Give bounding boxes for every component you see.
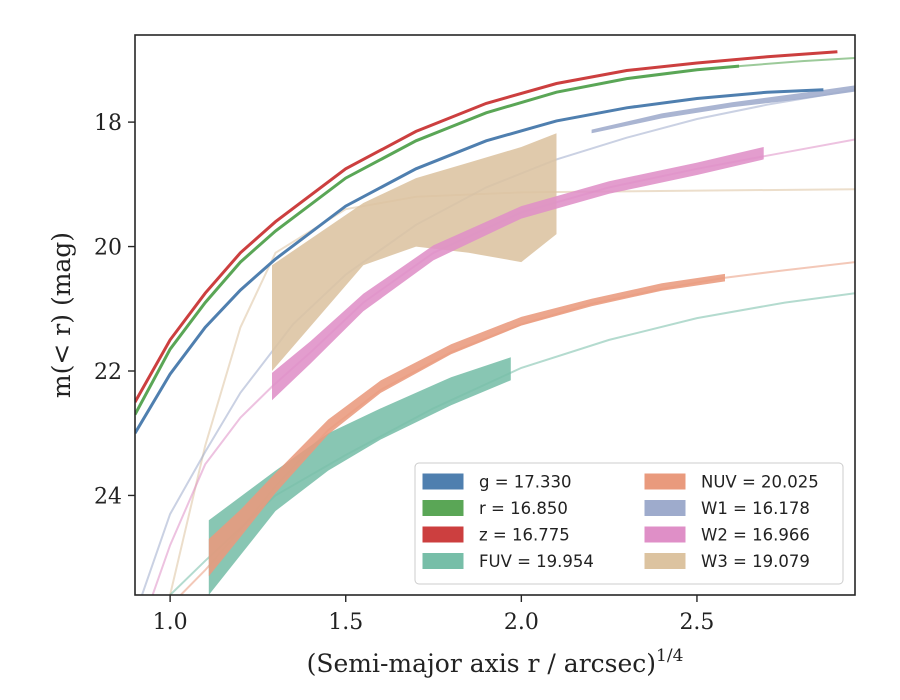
series-r-line	[135, 64, 740, 416]
y-axis-title: m(< r) (mag)	[47, 232, 76, 398]
legend: g = 17.330 r = 16.850 z = 16.775 FUV = 19.9…	[414, 462, 844, 585]
legend-swatch-fuv	[422, 553, 464, 569]
legend-swatch-w2	[644, 526, 686, 543]
legend-label-g: g = 17.330	[479, 473, 572, 492]
series-fuv-band	[208, 357, 511, 595]
legend-swatch-w1	[644, 500, 686, 516]
legend-label-w1: W1 = 16.178	[701, 499, 810, 518]
ticks-layer: 1.0 1.5 2.0 2.5 18 20 22 24	[94, 111, 714, 635]
series-g-line	[135, 88, 824, 434]
y-tick-label: 24	[94, 484, 122, 509]
legend-label-r: r = 16.850	[479, 499, 568, 518]
legend-swatch-z	[422, 526, 464, 543]
plot-frame	[134, 34, 856, 596]
legend-frame	[414, 462, 844, 585]
series-z-line	[135, 50, 838, 403]
x-tick-label: 2.0	[504, 610, 539, 635]
legend-swatch-r	[422, 500, 464, 516]
legend-label-fuv: FUV = 19.954	[479, 552, 594, 571]
legend-swatch-g	[422, 473, 464, 490]
legend-label-nuv: NUV = 20.025	[701, 473, 819, 492]
series-layer	[135, 50, 855, 595]
legend-swatch-w3	[644, 553, 686, 569]
series-w3-model-curve	[169, 188, 855, 595]
legend-label-z: z = 16.775	[479, 526, 570, 545]
x-tick-label: 2.5	[679, 610, 714, 635]
series-w1-band	[591, 85, 855, 134]
x-axis-title-exponent: 1/4	[656, 646, 683, 666]
y-tick-label: 18	[94, 111, 122, 136]
legend-label-w2: W2 = 16.966	[701, 526, 810, 545]
x-axis-title: (Semi-major axis r / arcsec)1/4	[307, 646, 684, 678]
y-tick-label: 20	[94, 236, 122, 261]
x-tick-label: 1.0	[153, 610, 188, 635]
legend-swatch-nuv	[644, 473, 686, 490]
legend-label-w3: W3 = 19.079	[701, 552, 810, 571]
series-r-model-extension	[739, 57, 855, 68]
x-tick-label: 1.5	[328, 610, 363, 635]
series-w3-band	[272, 133, 557, 371]
y-tick-label: 22	[94, 360, 122, 385]
